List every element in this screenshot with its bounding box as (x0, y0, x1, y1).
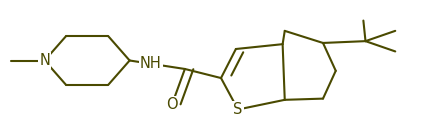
Text: N: N (39, 53, 50, 68)
Text: NH: NH (140, 56, 162, 71)
Text: S: S (233, 102, 243, 117)
Text: O: O (166, 97, 178, 112)
